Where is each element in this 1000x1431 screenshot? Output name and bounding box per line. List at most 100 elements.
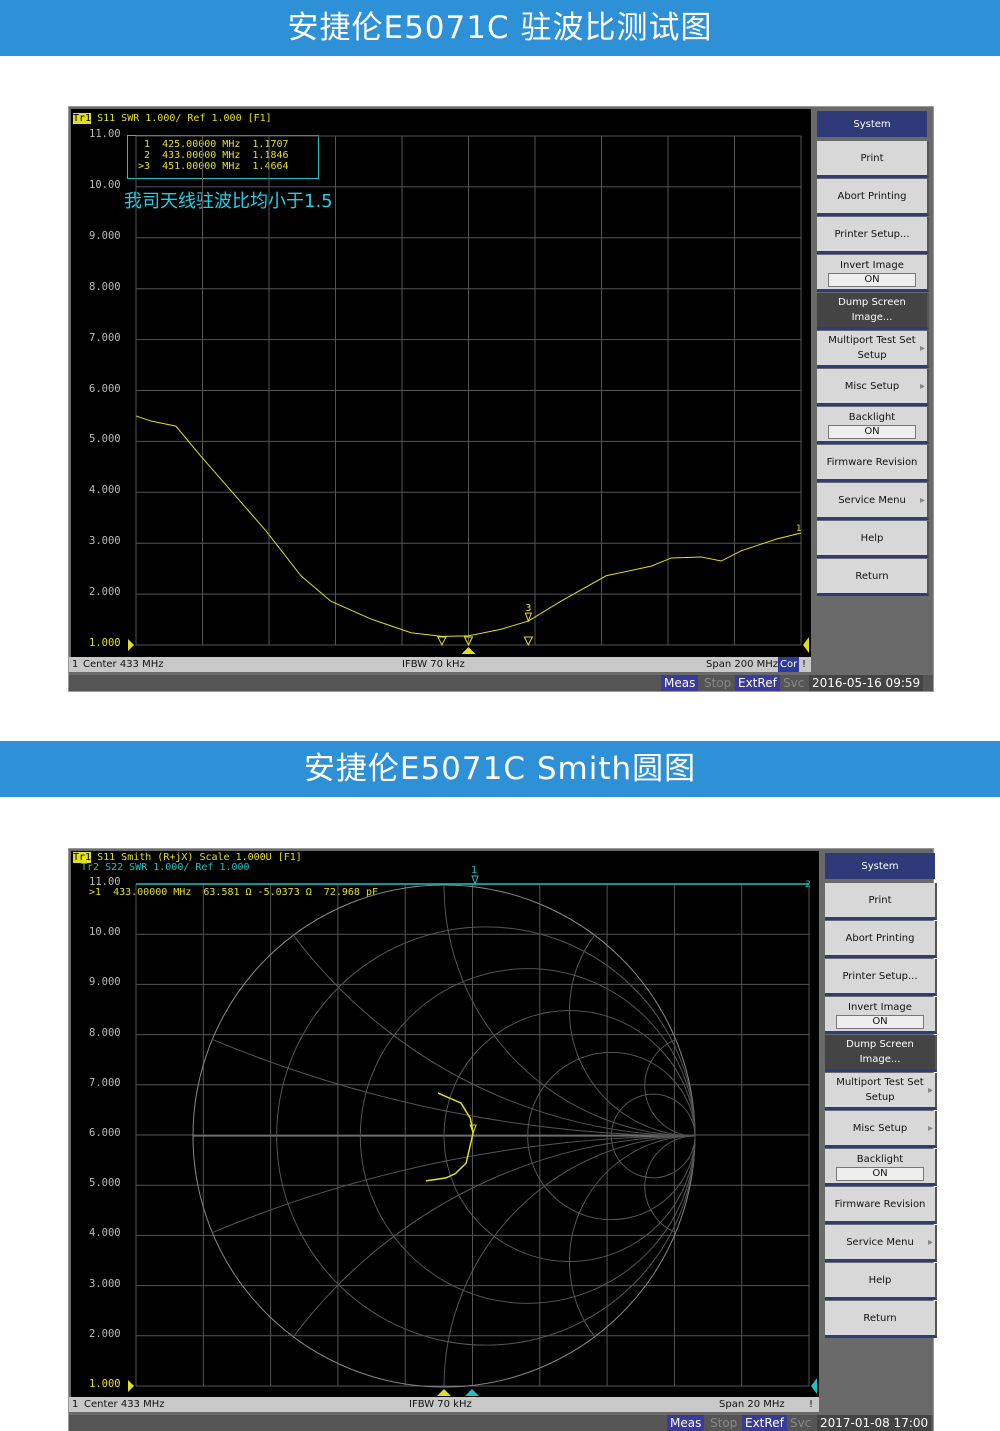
center-marker-icon (465, 1389, 479, 1396)
softkey-help[interactable]: Help (817, 521, 929, 558)
softkey-label: Dump Screen Image... (846, 1039, 914, 1065)
y-tick-label: 5.000 (89, 433, 121, 446)
channel-number: 1 (72, 1399, 79, 1410)
marker-row: 2 433.00000 MHz 1.1846 (132, 150, 289, 161)
s11-swr-trace (135, 415, 802, 637)
smith-reactance-arc (569, 934, 696, 1137)
trace-label[interactable]: Tr1 (73, 113, 92, 124)
smith-plot: Tr1 S11 Smith (R+jX) Scale 1.000U [F1] T… (71, 851, 819, 1397)
softkey-system[interactable]: System (825, 853, 935, 879)
softkey-print[interactable]: Print (817, 141, 929, 178)
center-frequency[interactable]: Center 433 MHz (84, 1399, 165, 1410)
s11-smith-trace (425, 1092, 474, 1182)
softkey-backlight[interactable]: Backlight ON (825, 1149, 937, 1186)
status-bar: 1 Center 433 MHz IFBW 70 kHz Span 200 MH… (69, 657, 811, 672)
smith-reactance-arc (212, 1039, 696, 1137)
softkey-abort-printing[interactable]: Abort Printing (817, 179, 929, 216)
reference-arrow-icon (128, 639, 134, 651)
softkey-label: Service Menu (846, 1236, 914, 1248)
cor-badge: Cor (778, 657, 800, 672)
softkey-backlight[interactable]: Backlight ON (817, 407, 929, 444)
center-marker-icon (437, 1389, 451, 1396)
softkey-label: Help (860, 532, 884, 544)
marker-triangle-icon (469, 1124, 477, 1135)
softkey-label: System (861, 860, 899, 872)
y-tick-label: 2.000 (89, 1327, 121, 1340)
ifbw[interactable]: IFBW 70 kHz (402, 659, 465, 670)
channel-number: 1 (72, 659, 79, 670)
softkey-label: Return (855, 570, 889, 582)
softkey-label: Backlight (856, 1153, 904, 1165)
softkey-print[interactable]: Print (825, 883, 937, 920)
extref-indicator: ExtRef (735, 675, 780, 691)
softkey-dump-screen-image[interactable]: Dump Screen Image... (825, 1035, 937, 1072)
status-bar: 1 Center 433 MHz IFBW 70 kHz Span 20 MHz… (69, 1397, 819, 1412)
softkey-printer-setup[interactable]: Printer Setup... (817, 217, 929, 254)
softkey-label: Help (868, 1274, 892, 1286)
softkey-printer-setup[interactable]: Printer Setup... (825, 959, 937, 996)
ifbw[interactable]: IFBW 70 kHz (409, 1399, 472, 1410)
softkey-label: Firmware Revision (834, 1198, 926, 1210)
banner-smith: 安捷伦E5071C Smith圆图 (0, 741, 1000, 797)
center-frequency[interactable]: Center 433 MHz (83, 659, 164, 670)
submenu-arrow-icon: ▸ (927, 1237, 933, 1248)
softkey-label: Dump Screen Image... (838, 297, 906, 323)
softkey-invert-image[interactable]: Invert Image ON (825, 997, 937, 1034)
instrument-status-bar: Meas Stop ExtRef Svc 2016-05-16 09:59 (69, 675, 933, 691)
span[interactable]: Span 200 MHz (706, 659, 779, 670)
smith-reactance-arc (443, 884, 696, 1137)
extref-indicator: ExtRef (742, 1415, 787, 1431)
reference-arrow-icon (128, 1380, 134, 1392)
marker-row: >3 451.00000 MHz 1.4664 (132, 161, 289, 172)
reference-arrow-icon (811, 1378, 817, 1394)
trace2-end-label: 2 (805, 880, 811, 890)
y-tick-label: 3.000 (89, 535, 121, 548)
submenu-arrow-icon: ▸ (927, 1123, 933, 1134)
softkey-label: Invert Image (848, 1001, 912, 1013)
softkey-abort-printing[interactable]: Abort Printing (825, 921, 937, 958)
active-marker-icon (524, 612, 533, 623)
softkey-multiport-test-set-setup[interactable]: Multiport Test Set Setup ▸ (825, 1073, 937, 1110)
meas-indicator: Meas (661, 675, 699, 691)
annotation: 我司天线驻波比均小于1.5 (124, 191, 333, 212)
swr-plot: Tr1 S11 SWR 1.000/ Ref 1.000 [F1] 1 425.… (71, 109, 811, 657)
softkey-return[interactable]: Return (825, 1301, 937, 1338)
datetime: 2016-05-16 09:59 (809, 675, 924, 691)
softkey-firmware-revision[interactable]: Firmware Revision (817, 445, 929, 482)
trace1-label[interactable]: Tr1 (73, 852, 92, 863)
softkey-help[interactable]: Help (825, 1263, 937, 1300)
y-tick-label: 5.000 (89, 1177, 121, 1190)
softkey-service-menu[interactable]: Service Menu ▸ (817, 483, 929, 520)
y-tick-label: 9.000 (89, 229, 121, 242)
submenu-arrow-icon: ▸ (927, 1085, 933, 1096)
y-tick-label: 10.00 (89, 926, 121, 939)
smith-resistance-circle (443, 1010, 696, 1262)
softkey-misc-setup[interactable]: Misc Setup ▸ (817, 369, 929, 406)
marker-table: 1 425.00000 MHz 1.1707 2 433.00000 MHz 1… (127, 135, 319, 179)
y-tick-label: 1.000 (89, 1378, 121, 1390)
softkey-dump-screen-image[interactable]: Dump Screen Image... (817, 293, 929, 330)
marker-readout: >1 433.00000 MHz 63.581 Ω -5.0373 Ω 72.9… (89, 887, 378, 898)
smith-reactance-arc (212, 1135, 696, 1233)
softkey-value: ON (828, 424, 916, 439)
y-tick-label: 8.000 (89, 1026, 121, 1039)
softkey-invert-image[interactable]: Invert Image ON (817, 255, 929, 292)
softkey-label: System (853, 118, 891, 130)
softkey-label: Service Menu (838, 494, 906, 506)
span[interactable]: Span 20 MHz (719, 1399, 785, 1410)
softkey-misc-setup[interactable]: Misc Setup ▸ (825, 1111, 937, 1148)
softkey-menu: System Print Abort Printing Printer Setup..… (821, 851, 939, 1397)
softkey-system[interactable]: System (817, 111, 927, 137)
smith-reactance-arc (644, 1135, 696, 1233)
softkey-return[interactable]: Return (817, 559, 929, 596)
softkey-multiport-test-set-setup[interactable]: Multiport Test Set Setup ▸ (817, 331, 929, 368)
softkey-firmware-revision[interactable]: Firmware Revision (825, 1187, 937, 1224)
marker-label: 1 (471, 865, 477, 876)
submenu-arrow-icon: ▸ (919, 343, 925, 354)
smith-reactance-arc (569, 1135, 696, 1338)
smith-reactance-arc (443, 1135, 696, 1388)
y-tick-label: 2.000 (89, 586, 121, 599)
center-marker-icon (461, 647, 476, 654)
y-tick-label: 7.000 (89, 331, 121, 344)
softkey-service-menu[interactable]: Service Menu ▸ (825, 1225, 937, 1262)
